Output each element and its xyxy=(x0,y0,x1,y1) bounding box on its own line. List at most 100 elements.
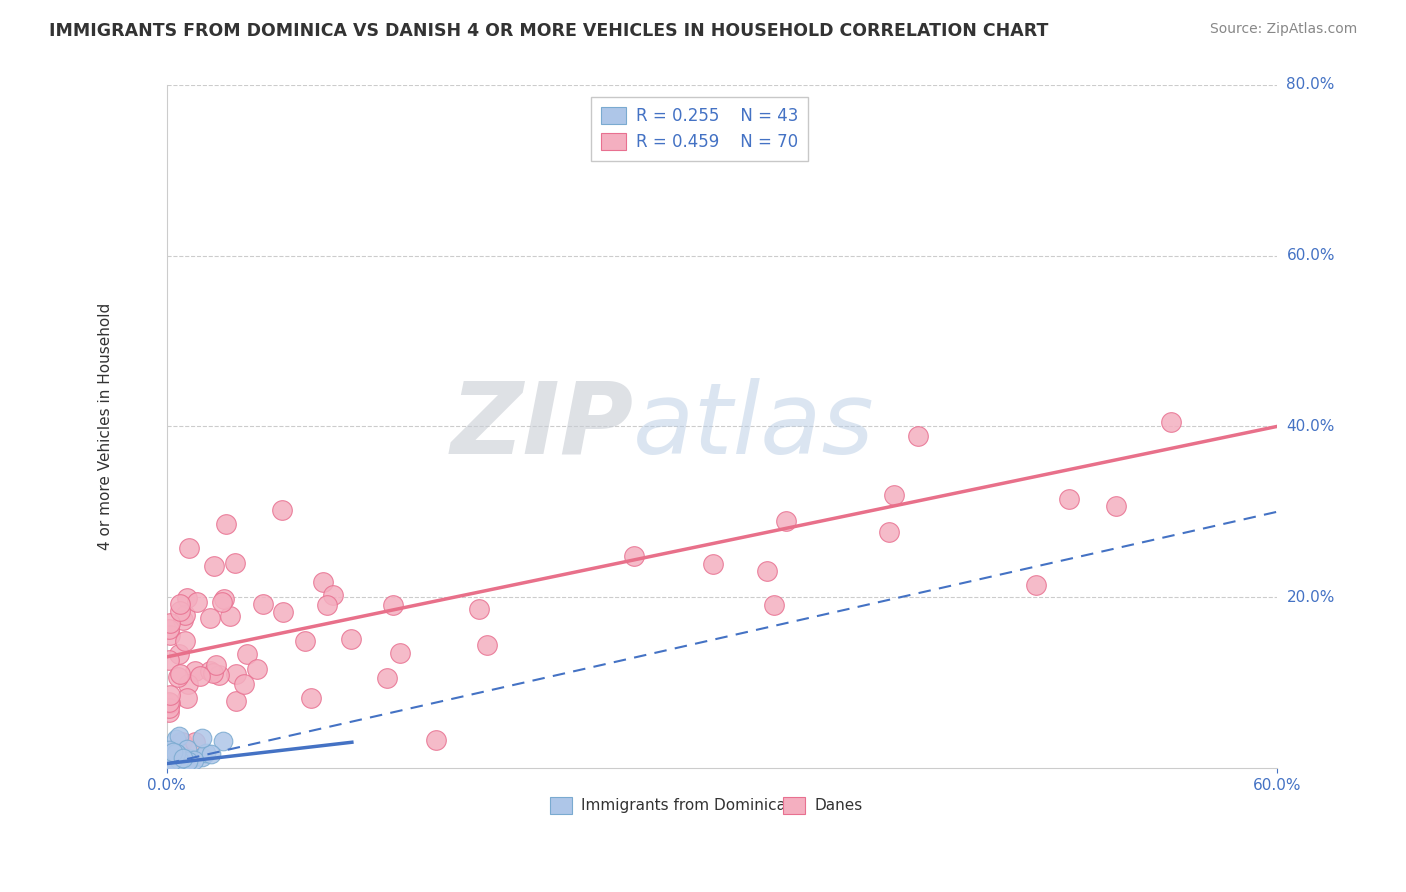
Point xyxy=(165,755,187,769)
Point xyxy=(468,602,491,616)
Point xyxy=(215,517,238,532)
Text: ZIP: ZIP xyxy=(450,378,633,475)
Point xyxy=(169,598,191,612)
Point xyxy=(202,559,225,574)
Point xyxy=(246,662,269,676)
Point xyxy=(271,503,294,517)
Point xyxy=(225,667,247,681)
Text: 80.0%: 80.0% xyxy=(1286,78,1334,93)
Point xyxy=(159,748,181,763)
Point xyxy=(339,632,361,647)
Point xyxy=(174,633,197,648)
Point xyxy=(184,664,207,678)
Point xyxy=(205,658,228,673)
Point xyxy=(214,592,236,607)
Point xyxy=(159,615,181,630)
Bar xyxy=(550,797,572,814)
Point xyxy=(211,595,233,609)
Text: Immigrants from Dominica: Immigrants from Dominica xyxy=(581,798,786,813)
Point xyxy=(157,653,180,667)
Point xyxy=(1025,578,1047,592)
Point xyxy=(177,676,200,690)
Text: atlas: atlas xyxy=(633,378,875,475)
Point xyxy=(236,647,259,661)
Point xyxy=(623,549,645,564)
Point xyxy=(195,746,218,760)
Point xyxy=(225,694,247,708)
Point xyxy=(191,731,214,745)
Point xyxy=(883,488,905,502)
Text: 20.0%: 20.0% xyxy=(1286,590,1334,605)
Point xyxy=(163,753,186,767)
Point xyxy=(425,732,447,747)
Point xyxy=(165,757,187,772)
Point xyxy=(157,623,180,637)
Point xyxy=(233,677,256,691)
Legend: R = 0.255    N = 43, R = 0.459    N = 70: R = 0.255 N = 43, R = 0.459 N = 70 xyxy=(591,96,808,161)
Point xyxy=(172,613,194,627)
Point xyxy=(169,753,191,767)
Point xyxy=(167,756,190,771)
Point xyxy=(157,758,180,772)
Point xyxy=(1057,492,1080,507)
Point xyxy=(907,429,929,443)
Text: 4 or more Vehicles in Household: 4 or more Vehicles in Household xyxy=(98,302,114,550)
Point xyxy=(157,705,180,719)
Point xyxy=(165,731,187,746)
Point xyxy=(252,597,274,611)
Bar xyxy=(783,797,806,814)
Point xyxy=(169,604,191,618)
Point xyxy=(271,605,294,619)
Point xyxy=(208,667,231,681)
Point xyxy=(188,669,211,683)
Point xyxy=(1160,415,1182,429)
Point xyxy=(172,751,194,765)
Point xyxy=(198,611,221,625)
Point xyxy=(166,747,188,761)
Point xyxy=(219,608,242,623)
Point xyxy=(157,743,180,757)
Point xyxy=(176,691,198,706)
Point xyxy=(183,753,205,767)
Point xyxy=(159,756,181,771)
Point xyxy=(375,671,398,685)
Point xyxy=(1105,499,1128,513)
Point xyxy=(179,752,201,766)
Point xyxy=(166,747,188,761)
Point xyxy=(157,755,180,769)
Point xyxy=(322,588,344,602)
Text: Source: ZipAtlas.com: Source: ZipAtlas.com xyxy=(1209,22,1357,37)
Point xyxy=(159,628,181,642)
Point xyxy=(184,735,207,749)
Point xyxy=(212,733,235,747)
Point xyxy=(312,574,335,589)
Point xyxy=(200,664,222,678)
Point xyxy=(159,689,181,703)
Point xyxy=(180,752,202,766)
Point xyxy=(162,745,184,759)
Point xyxy=(475,638,498,652)
Point xyxy=(200,747,222,762)
Point xyxy=(166,749,188,764)
Point xyxy=(162,757,184,772)
Point xyxy=(176,591,198,605)
Text: 60.0%: 60.0% xyxy=(1286,248,1334,263)
Point xyxy=(170,735,193,749)
Point xyxy=(160,748,183,763)
Point xyxy=(388,646,411,660)
Point xyxy=(162,755,184,769)
Point xyxy=(157,758,180,772)
Point xyxy=(755,564,778,578)
Point xyxy=(173,751,195,765)
Point xyxy=(157,700,180,714)
Point xyxy=(169,755,191,769)
Point xyxy=(163,758,186,772)
Point xyxy=(382,598,405,612)
Point xyxy=(160,754,183,768)
Point xyxy=(160,754,183,768)
Point xyxy=(157,695,180,709)
Point xyxy=(173,607,195,622)
Point xyxy=(315,598,337,612)
Point xyxy=(775,514,797,528)
Point xyxy=(702,557,724,571)
